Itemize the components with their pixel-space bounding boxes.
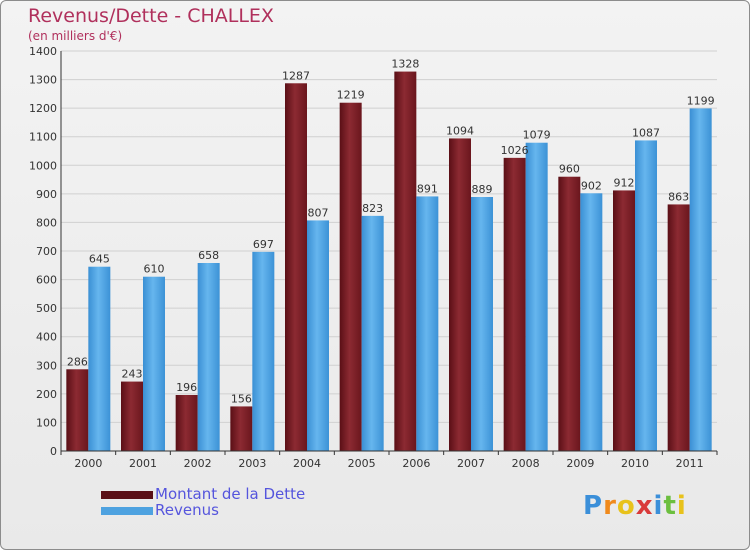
- bar-dette: [558, 176, 581, 451]
- bar-dette: [667, 204, 690, 451]
- data-label-dette: 1328: [391, 58, 419, 71]
- logo-letter: r: [603, 491, 617, 521]
- chart-subtitle: (en milliers d'€): [28, 29, 123, 43]
- bar-revenus: [580, 193, 603, 452]
- data-label-revenus: 902: [581, 179, 602, 192]
- data-label-revenus: 1199: [687, 94, 715, 107]
- x-tick-label: 2011: [676, 457, 704, 470]
- data-label-dette: 960: [559, 163, 580, 176]
- x-tick-label: 2006: [402, 457, 430, 470]
- legend-label-revenus: Revenus: [155, 501, 219, 519]
- data-label-revenus: 1087: [632, 126, 660, 139]
- data-label-revenus: 889: [472, 183, 493, 196]
- x-tick-label: 2009: [566, 457, 594, 470]
- data-label-dette: 1287: [282, 69, 310, 82]
- bar-dette: [613, 190, 635, 451]
- data-label-dette: 1094: [446, 124, 474, 137]
- logo-letter: P: [583, 491, 604, 521]
- y-tick-label: 500: [36, 302, 57, 315]
- y-tick-label: 1300: [29, 74, 57, 87]
- y-tick-label: 900: [36, 188, 57, 201]
- x-tick-label: 2005: [348, 457, 376, 470]
- logo-letter: x: [635, 491, 654, 521]
- data-label-dette: 1026: [501, 144, 529, 157]
- data-label-revenus: 658: [198, 249, 219, 262]
- bar-dette: [230, 406, 253, 451]
- bar-revenus: [525, 142, 548, 451]
- y-tick-label: 0: [50, 445, 57, 458]
- y-tick-label: 400: [36, 331, 57, 344]
- y-tick-label: 200: [36, 388, 57, 401]
- y-tick-label: 1400: [29, 45, 57, 58]
- bar-revenus: [307, 220, 329, 451]
- x-tick-label: 2007: [457, 457, 485, 470]
- data-label-revenus: 807: [308, 206, 329, 219]
- logo-letter: i: [653, 491, 664, 521]
- data-label-dette: 243: [122, 368, 143, 381]
- legend-swatch-dette: [101, 491, 153, 499]
- y-tick-label: 1100: [29, 131, 57, 144]
- data-label-revenus: 645: [89, 253, 110, 266]
- y-tick-label: 600: [36, 274, 57, 287]
- data-label-revenus: 697: [253, 238, 274, 251]
- data-label-dette: 196: [176, 381, 197, 394]
- bar-dette: [66, 369, 89, 451]
- y-tick-label: 300: [36, 359, 57, 372]
- bar-revenus: [252, 251, 275, 451]
- bar-revenus: [471, 197, 493, 451]
- data-label-revenus: 1079: [523, 129, 551, 142]
- y-tick-label: 100: [36, 416, 57, 429]
- x-tick-label: 2003: [238, 457, 266, 470]
- legend-swatch-revenus: [101, 507, 153, 515]
- logo-letter: i: [676, 491, 687, 521]
- data-label-revenus: 891: [417, 182, 438, 195]
- data-label-dette: 286: [67, 355, 88, 368]
- data-label-revenus: 610: [144, 263, 165, 276]
- bar-revenus: [143, 276, 165, 451]
- x-tick-label: 2000: [74, 457, 102, 470]
- bar-revenus: [88, 266, 111, 451]
- data-label-dette: 863: [668, 190, 689, 203]
- data-label-dette: 912: [614, 176, 635, 189]
- bar-revenus: [635, 140, 657, 451]
- logo-letter: t: [663, 491, 677, 521]
- bar-dette: [503, 157, 526, 451]
- proxiti-logo: Proxiti: [583, 491, 687, 521]
- x-tick-label: 2004: [293, 457, 321, 470]
- x-tick-label: 2008: [512, 457, 540, 470]
- bar-revenus: [416, 196, 439, 451]
- x-tick-label: 2001: [129, 457, 157, 470]
- y-tick-label: 700: [36, 245, 57, 258]
- bar-revenus: [361, 215, 384, 451]
- x-tick-label: 2010: [621, 457, 649, 470]
- bar-dette: [175, 395, 198, 451]
- bar-dette: [339, 102, 362, 451]
- chart-title: Revenus/Dette - CHALLEX: [28, 5, 274, 27]
- x-tick-label: 2002: [184, 457, 212, 470]
- bar-dette: [121, 381, 143, 451]
- y-tick-label: 800: [36, 216, 57, 229]
- bar-dette: [285, 83, 307, 452]
- legend-label-dette: Montant de la Dette: [155, 485, 306, 503]
- bar-revenus: [197, 263, 220, 451]
- y-tick-label: 1200: [29, 102, 57, 115]
- logo-letter: o: [616, 491, 636, 521]
- data-label-dette: 1219: [337, 89, 365, 102]
- bar-revenus: [689, 108, 712, 451]
- bar-dette: [394, 71, 417, 452]
- data-label-revenus: 823: [362, 202, 383, 215]
- y-tick-label: 1000: [29, 159, 57, 172]
- data-label-dette: 156: [231, 392, 252, 405]
- bar-dette: [449, 138, 471, 451]
